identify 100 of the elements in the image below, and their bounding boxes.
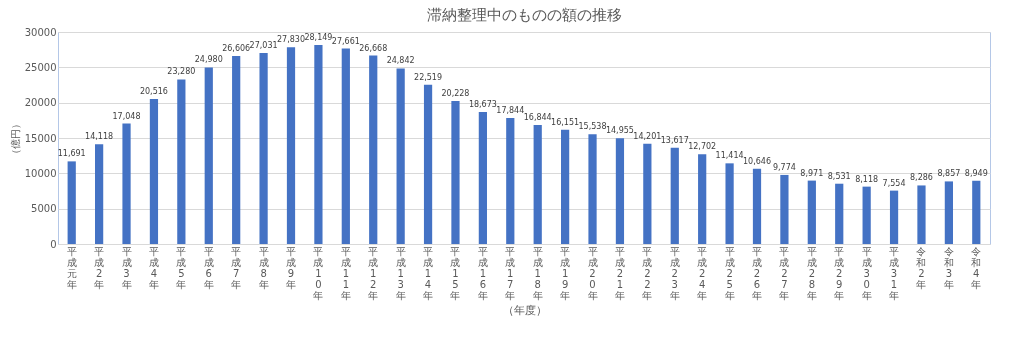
data-label: 14,955 (605, 126, 634, 136)
x-tick-label: 平成31年 (889, 245, 900, 301)
data-label: 27,661 (331, 36, 360, 46)
data-label: 18,673 (468, 100, 497, 110)
bar (396, 68, 405, 244)
data-label: 24,980 (194, 55, 223, 65)
x-tick-label: 平成20年 (587, 245, 598, 301)
data-label: 8,949 (964, 168, 988, 178)
data-label: 9,774 (772, 162, 796, 172)
y-tick-label: 15000 (24, 132, 57, 144)
x-tick-label: 平成8年 (258, 245, 269, 290)
x-tick-label: 平成23年 (669, 245, 680, 301)
data-label: 26,668 (359, 43, 388, 53)
x-tick-label: 平成26年 (752, 245, 762, 301)
y-tick-label: 0 (50, 238, 57, 250)
data-label: 11,414 (715, 151, 744, 161)
bar (286, 47, 296, 244)
x-tick-label: 平成12年 (368, 245, 379, 301)
bar (533, 124, 542, 244)
data-label: 13,617 (660, 135, 689, 145)
x-tick-label: 平成9年 (286, 245, 296, 290)
bar (588, 134, 597, 244)
x-tick-label: 平成3年 (121, 245, 132, 290)
chart-title: 滞納整理中のものの額の推移 (426, 6, 622, 24)
x-tick-label: 平成13年 (395, 245, 406, 301)
data-label: 20,516 (139, 87, 168, 97)
data-label: 26,606 (222, 43, 251, 53)
bar (67, 161, 76, 244)
bar (177, 79, 186, 244)
data-label: 15,538 (578, 122, 607, 132)
x-axis-title: （年度） (502, 303, 547, 317)
data-label: 27,031 (249, 40, 278, 50)
data-label: 14,201 (633, 131, 662, 141)
bar (423, 84, 433, 244)
bar (122, 123, 131, 244)
bar (670, 147, 679, 244)
data-label: 16,844 (523, 112, 552, 122)
x-tick-label: 平成17年 (505, 245, 516, 301)
x-tick-label: 平成28年 (806, 245, 817, 301)
x-tick-label: 平成24年 (697, 245, 708, 301)
x-tick-label: 平成4年 (148, 245, 159, 290)
x-tick-label: 平成2年 (94, 245, 105, 290)
y-tick-label: 10000 (24, 167, 57, 179)
x-tick-label: 平成21年 (614, 245, 625, 301)
bar (478, 112, 487, 244)
bar (95, 144, 104, 244)
bar (698, 154, 707, 244)
data-label: 8,971 (800, 168, 824, 178)
data-label: 28,149 (304, 33, 333, 43)
x-tick-label: 平成18年 (532, 245, 543, 301)
x-tick-label: 令和3年 (943, 245, 954, 290)
bar (506, 117, 515, 244)
bar (451, 101, 460, 244)
bar (862, 186, 871, 244)
data-label: 22,519 (414, 72, 443, 82)
x-tick-label: 平成15年 (450, 245, 461, 301)
x-tick-label: 平成10年 (313, 245, 324, 301)
bar (369, 55, 378, 244)
x-tick-label: 令和2年 (916, 245, 927, 290)
bar (944, 181, 953, 244)
data-label: 11,691 (57, 149, 86, 159)
bar (204, 67, 213, 244)
bar (752, 168, 762, 244)
bar (314, 45, 323, 244)
bar (615, 138, 625, 244)
data-label: 20,228 (441, 89, 470, 99)
data-label: 7,554 (882, 178, 906, 188)
bar (972, 180, 981, 244)
x-tick-label: 平成25年 (724, 245, 735, 301)
y-tick-label: 5000 (31, 203, 57, 215)
data-label: 27,830 (277, 35, 305, 45)
data-label: 8,857 (937, 169, 961, 179)
data-label: 10,646 (743, 156, 771, 166)
x-tick-label: 平成7年 (231, 245, 242, 290)
data-label: 14,118 (85, 132, 114, 142)
data-label: 16,151 (551, 117, 580, 127)
bar (643, 143, 652, 244)
data-label: 8,118 (855, 174, 879, 184)
x-tick-label: 平成19年 (560, 245, 571, 301)
y-tick-label: 25000 (24, 61, 57, 73)
y-tick-label: 30000 (24, 26, 57, 38)
bar (232, 55, 241, 244)
y-tick-label: 20000 (24, 97, 57, 109)
x-tick-label: 平成22年 (642, 245, 653, 301)
bar (149, 99, 159, 244)
data-label: 8,286 (910, 173, 933, 183)
bar (889, 190, 899, 244)
bar (561, 129, 570, 244)
x-tick-label: 平成27年 (779, 245, 790, 301)
x-tick-label: 平成30年 (861, 245, 872, 301)
data-label: 12,702 (688, 142, 717, 152)
x-tick-label: 令和4年 (971, 245, 982, 290)
data-label: 24,842 (386, 56, 415, 66)
bar (807, 180, 816, 244)
y-axis-title: （億円） (9, 118, 21, 159)
bar (725, 163, 734, 244)
data-label: 17,048 (112, 111, 141, 121)
x-tick-label: 平成5年 (176, 245, 187, 290)
x-tick-label: 平成11年 (340, 245, 351, 301)
x-tick-label: 平成29年 (834, 245, 845, 301)
